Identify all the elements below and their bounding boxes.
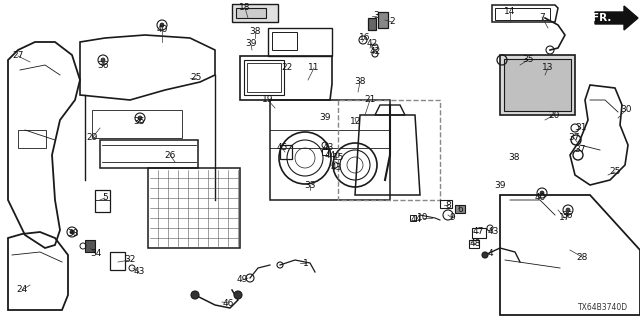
Text: 31: 31	[575, 124, 587, 132]
Bar	[236, 8, 266, 18]
Text: 38: 38	[67, 229, 79, 238]
Text: 30: 30	[620, 106, 632, 115]
Text: 19: 19	[262, 95, 274, 105]
Text: 14: 14	[504, 7, 516, 17]
Bar	[368, 18, 376, 30]
Text: 39: 39	[319, 114, 331, 123]
Text: 25: 25	[190, 74, 202, 83]
Bar	[322, 149, 328, 155]
Text: 28: 28	[576, 252, 588, 261]
Polygon shape	[595, 6, 638, 30]
Text: 32: 32	[124, 255, 136, 265]
Text: 11: 11	[308, 63, 320, 73]
Text: 43: 43	[487, 228, 499, 236]
Text: 29: 29	[86, 133, 98, 142]
Circle shape	[160, 23, 164, 27]
Text: 13: 13	[542, 63, 554, 73]
Text: 25: 25	[609, 167, 621, 177]
Text: 37: 37	[568, 133, 580, 142]
Text: 3: 3	[373, 12, 379, 20]
Text: 17: 17	[559, 213, 571, 222]
Circle shape	[482, 252, 488, 258]
Text: 9: 9	[449, 213, 455, 222]
Bar	[18, 130, 46, 148]
Text: TX64B3740D: TX64B3740D	[578, 303, 628, 312]
Text: 40: 40	[156, 26, 168, 35]
Text: 4: 4	[487, 249, 493, 258]
Text: 37: 37	[574, 146, 586, 155]
Text: 34: 34	[90, 249, 102, 258]
Circle shape	[566, 208, 570, 212]
Circle shape	[138, 116, 142, 120]
Text: 1: 1	[303, 259, 309, 268]
Bar	[280, 145, 292, 159]
Circle shape	[191, 291, 199, 299]
Text: 35: 35	[522, 55, 534, 65]
Bar	[244, 60, 284, 95]
Text: 26: 26	[164, 150, 176, 159]
Polygon shape	[232, 4, 278, 22]
Text: 7: 7	[539, 12, 545, 21]
Text: 42: 42	[369, 47, 381, 57]
Text: FR.: FR.	[592, 13, 612, 23]
Text: 48: 48	[469, 239, 481, 249]
Bar	[495, 8, 550, 20]
Text: 36: 36	[97, 60, 109, 69]
Text: 44: 44	[410, 215, 422, 225]
Bar	[247, 63, 281, 92]
Bar	[95, 190, 110, 212]
Text: 44: 44	[324, 150, 335, 159]
Bar	[455, 205, 465, 213]
Bar	[85, 240, 95, 252]
Bar	[378, 12, 388, 28]
Bar	[500, 55, 575, 115]
Text: 8: 8	[445, 201, 451, 210]
Text: 39: 39	[245, 39, 257, 49]
Circle shape	[70, 230, 74, 234]
Bar	[410, 215, 416, 221]
Text: 38: 38	[249, 28, 260, 36]
Text: 36: 36	[133, 117, 145, 126]
Text: 10: 10	[417, 213, 429, 222]
Bar	[469, 240, 479, 248]
Text: 43: 43	[133, 268, 145, 276]
Bar	[504, 59, 571, 111]
Text: 36: 36	[561, 211, 573, 220]
Text: 47: 47	[472, 228, 484, 236]
Text: 5: 5	[102, 194, 108, 203]
Text: 22: 22	[282, 63, 292, 73]
Text: 6: 6	[457, 205, 463, 214]
Text: 43: 43	[323, 143, 333, 153]
Text: 49: 49	[236, 276, 248, 284]
Text: 18: 18	[239, 4, 251, 12]
Text: 43: 43	[330, 164, 342, 172]
Bar	[272, 32, 297, 50]
Text: 42: 42	[366, 38, 378, 47]
Bar	[472, 228, 486, 238]
Text: 38: 38	[355, 77, 365, 86]
Text: 45: 45	[276, 143, 288, 153]
Text: 39: 39	[494, 180, 506, 189]
Text: 33: 33	[304, 180, 316, 189]
Circle shape	[234, 291, 242, 299]
Text: 20: 20	[548, 110, 560, 119]
Text: 15: 15	[333, 153, 345, 162]
Text: 40: 40	[534, 194, 546, 203]
Text: 16: 16	[359, 34, 371, 43]
Text: 21: 21	[364, 95, 376, 105]
Bar	[110, 252, 125, 270]
Bar	[92, 110, 182, 138]
Text: 2: 2	[389, 18, 395, 27]
Text: 38: 38	[508, 154, 520, 163]
Text: 46: 46	[222, 299, 234, 308]
Text: 27: 27	[12, 52, 24, 60]
Text: 24: 24	[17, 285, 28, 294]
Text: 12: 12	[350, 117, 362, 126]
Circle shape	[540, 191, 544, 195]
Bar	[440, 200, 452, 208]
Circle shape	[101, 58, 105, 62]
